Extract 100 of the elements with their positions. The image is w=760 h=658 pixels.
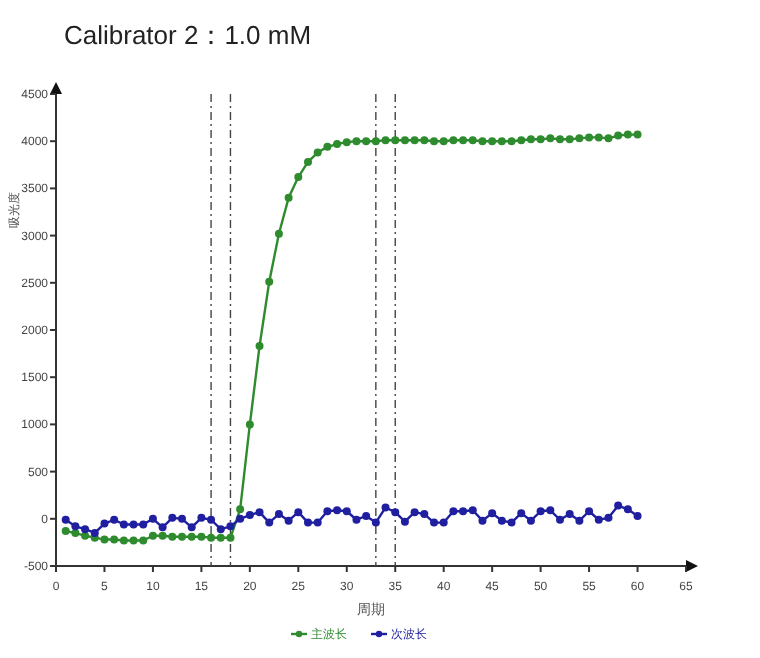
point bbox=[400, 517, 409, 526]
point bbox=[459, 136, 468, 145]
point bbox=[439, 518, 448, 527]
point bbox=[216, 525, 225, 534]
point bbox=[178, 514, 186, 523]
point bbox=[313, 518, 322, 527]
point bbox=[265, 277, 274, 286]
point bbox=[129, 536, 138, 545]
point bbox=[391, 136, 400, 145]
point bbox=[178, 532, 186, 541]
point bbox=[526, 516, 535, 525]
point bbox=[226, 533, 235, 542]
point bbox=[497, 516, 506, 525]
point bbox=[245, 511, 254, 520]
point bbox=[546, 506, 555, 515]
point bbox=[507, 137, 516, 146]
point bbox=[148, 514, 157, 523]
point bbox=[362, 137, 371, 146]
point bbox=[623, 130, 632, 139]
point bbox=[197, 513, 206, 522]
point bbox=[342, 138, 351, 147]
point bbox=[575, 134, 584, 143]
point bbox=[61, 515, 70, 524]
point bbox=[284, 193, 293, 202]
point bbox=[478, 516, 487, 525]
point bbox=[614, 131, 623, 140]
point bbox=[81, 525, 90, 534]
point bbox=[71, 522, 80, 531]
point bbox=[410, 508, 419, 517]
point bbox=[585, 507, 594, 516]
point bbox=[517, 136, 526, 145]
point bbox=[536, 135, 545, 144]
point bbox=[585, 133, 594, 142]
point bbox=[245, 420, 254, 429]
point bbox=[294, 173, 303, 182]
point bbox=[100, 535, 109, 544]
point bbox=[333, 140, 342, 149]
point bbox=[313, 148, 322, 157]
point bbox=[420, 136, 429, 145]
point bbox=[274, 229, 283, 238]
point bbox=[255, 342, 264, 351]
point bbox=[439, 137, 448, 146]
point bbox=[110, 515, 119, 524]
point bbox=[110, 535, 119, 544]
point bbox=[488, 137, 497, 146]
point bbox=[420, 510, 429, 519]
point bbox=[594, 133, 603, 142]
point bbox=[556, 515, 564, 524]
point bbox=[207, 515, 216, 524]
point bbox=[119, 536, 128, 545]
point bbox=[352, 515, 361, 524]
point bbox=[594, 515, 603, 524]
point bbox=[430, 518, 438, 527]
chart-title: Calibrator 2：1.0 mM bbox=[64, 20, 312, 50]
point bbox=[304, 518, 312, 527]
point bbox=[565, 510, 574, 519]
point bbox=[139, 536, 148, 545]
point bbox=[323, 507, 332, 516]
point bbox=[362, 511, 371, 520]
point bbox=[119, 520, 128, 529]
point bbox=[468, 506, 477, 515]
point bbox=[371, 137, 380, 146]
point bbox=[207, 533, 216, 542]
point bbox=[497, 137, 506, 146]
point bbox=[342, 507, 351, 516]
point bbox=[449, 507, 458, 516]
point bbox=[129, 520, 138, 529]
point bbox=[604, 513, 613, 522]
point bbox=[236, 505, 245, 514]
point bbox=[274, 510, 283, 519]
point bbox=[226, 522, 235, 531]
point bbox=[381, 136, 390, 145]
point bbox=[478, 137, 487, 146]
point bbox=[517, 509, 526, 518]
point bbox=[197, 532, 206, 541]
point bbox=[400, 136, 409, 145]
point bbox=[216, 533, 225, 542]
point bbox=[623, 505, 632, 514]
point bbox=[187, 523, 196, 532]
point bbox=[614, 501, 623, 510]
point bbox=[71, 528, 80, 537]
point bbox=[371, 518, 380, 527]
point bbox=[633, 511, 642, 520]
point bbox=[187, 532, 196, 541]
point bbox=[556, 135, 564, 144]
point bbox=[430, 137, 438, 146]
point bbox=[265, 518, 274, 527]
point bbox=[61, 527, 70, 536]
point bbox=[575, 516, 584, 525]
point bbox=[468, 136, 477, 145]
point bbox=[323, 142, 332, 151]
point bbox=[168, 532, 177, 541]
point bbox=[604, 134, 613, 143]
point bbox=[526, 135, 535, 144]
point bbox=[81, 531, 90, 540]
point bbox=[168, 513, 177, 522]
point bbox=[294, 508, 303, 517]
point bbox=[449, 136, 458, 145]
point bbox=[333, 506, 342, 515]
point bbox=[304, 157, 312, 166]
